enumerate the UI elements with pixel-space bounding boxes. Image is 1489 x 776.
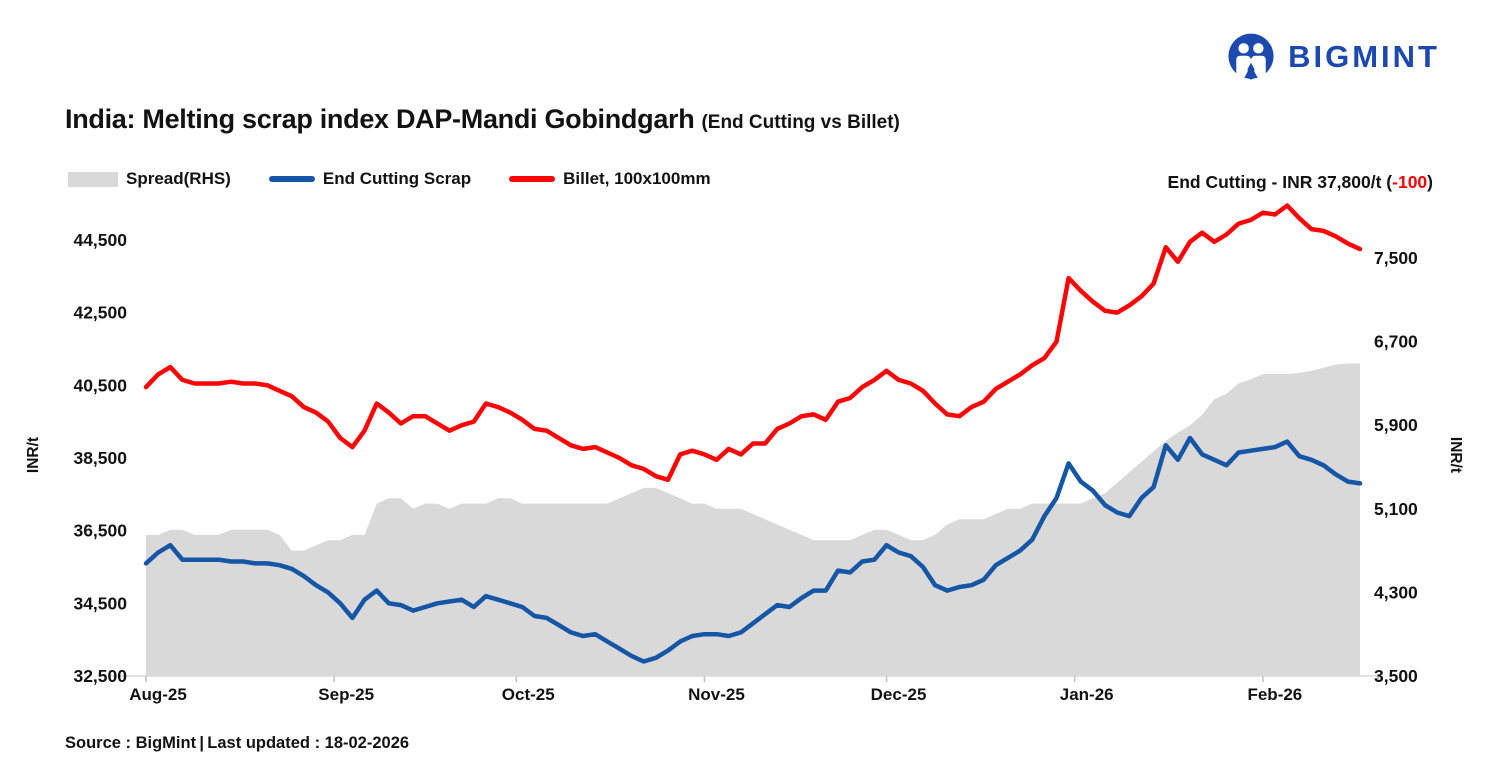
x-axis-label: Oct-25 (502, 685, 555, 704)
billet-line-swatch (509, 176, 556, 182)
left-axis-title: INR/t (25, 437, 42, 473)
x-axis-label: Sep-25 (318, 685, 374, 704)
bigmint-logo-text: BIGMINT (1288, 39, 1440, 74)
annotation-suffix: ) (1427, 172, 1433, 192)
left-axis-tick-label: 38,500 (73, 448, 127, 468)
annotation-prefix: End Cutting - INR 37,800/t ( (1167, 172, 1393, 192)
legend-label-billet: Billet, 100x100mm (563, 169, 711, 188)
right-axis-title: INR/t (1447, 437, 1464, 473)
right-axis-tick-label: 7,500 (1374, 248, 1418, 268)
x-axis-label: Jan-26 (1060, 685, 1114, 704)
chart-legend: Spread(RHS) End Cutting Scrap Billet, 10… (68, 169, 749, 189)
chart-title: India: Melting scrap index DAP-Mandi Gob… (65, 104, 900, 135)
legend-item-end-cutting-scrap: End Cutting Scrap (268, 169, 472, 189)
left-axis-tick-label: 42,500 (73, 303, 127, 323)
legend-item-spread: Spread(RHS) (68, 169, 231, 189)
legend-item-billet: Billet, 100x100mm (509, 169, 711, 189)
chart-title-main: India: Melting scrap index DAP-Mandi Gob… (65, 104, 695, 134)
left-axis-tick-label: 32,500 (73, 666, 127, 686)
bigmint-logo-icon (1228, 33, 1274, 80)
spread-area-swatch (68, 171, 118, 187)
source-note: Source : BigMint | Last updated : 18-02-… (65, 734, 410, 752)
left-axis-tick-label: 34,500 (73, 593, 127, 613)
right-axis-tick-label: 5,100 (1374, 499, 1418, 519)
bigmint-logo: BIGMINT (1225, 31, 1440, 83)
x-axis-label: Dec-25 (871, 685, 927, 704)
series-line-end-cutting-scrap (143, 435, 1363, 664)
right-axis-tick-label: 3,500 (1374, 666, 1418, 686)
right-axis-tick-label: 6,700 (1374, 332, 1418, 352)
legend-label-end-cutting-scrap: End Cutting Scrap (322, 169, 472, 188)
left-axis-tick-label: 40,500 (73, 375, 127, 395)
series-line-billet-100x100mm (143, 203, 1363, 483)
legend-label-spread: Spread(RHS) (126, 169, 231, 188)
x-axis-label: Nov-25 (688, 685, 745, 704)
left-axis-tick-label: 36,500 (73, 521, 127, 541)
spread-area (146, 363, 1360, 676)
left-axis-tick-label: 44,500 (73, 230, 127, 250)
annotation-delta: -100 (1392, 172, 1428, 192)
right-axis-tick-label: 5,900 (1374, 415, 1418, 435)
right-axis-tick-label: 4,300 (1374, 582, 1418, 602)
end-cutting-line-swatch (268, 176, 315, 182)
chart-title-sub: (End Cutting vs Billet) (701, 112, 900, 133)
price-chart-svg: Aug-25 Sep-25 Oct-25 Nov-25 Dec-25 Jan-26 Feb-… (25, 203, 1464, 704)
x-axis-label: Aug-25 (129, 685, 187, 704)
latest-price-annotation: End Cutting - INR 37,800/t (-100) (1168, 172, 1433, 193)
x-axis-label: Feb-26 (1247, 685, 1302, 704)
price-chart: Aug-25 Sep-25 Oct-25 Nov-25 Dec-25 Jan-26 Feb-… (0, 190, 1489, 730)
